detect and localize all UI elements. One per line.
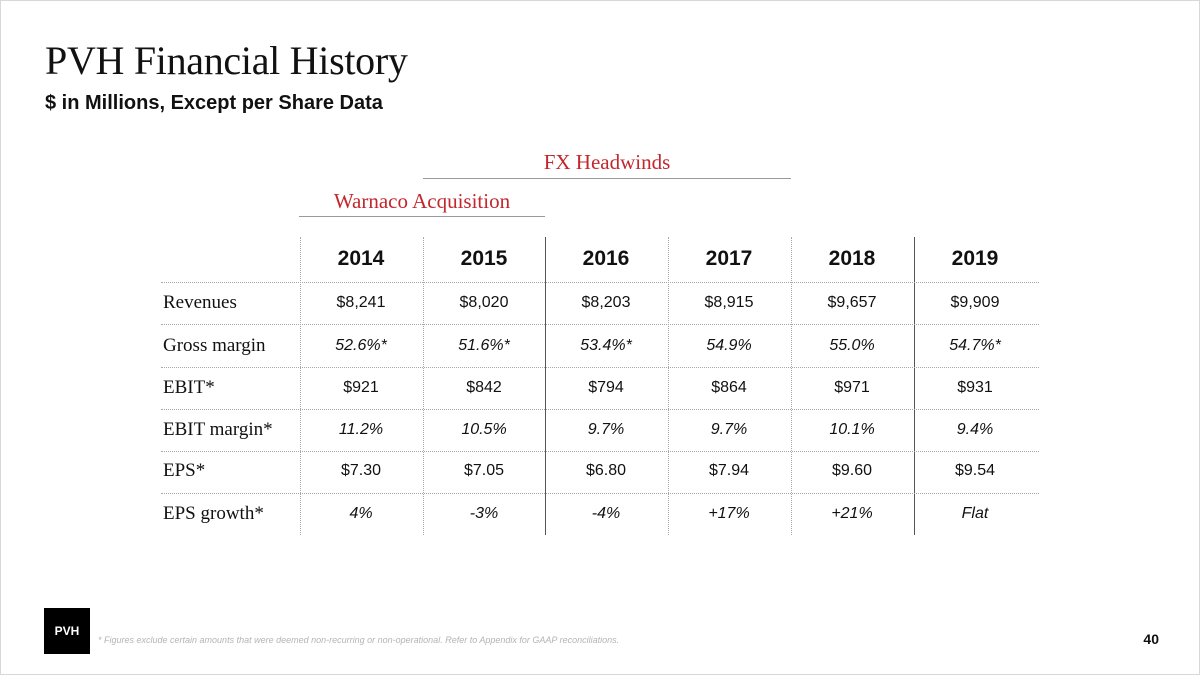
row-separator: [161, 493, 1039, 494]
table-cell: 10.1%: [829, 421, 875, 438]
table-cell: 55.0%: [829, 337, 875, 354]
table-cell: $9.60: [831, 462, 873, 479]
table-cell: $9.54: [954, 462, 996, 479]
row-label: EPS*: [163, 460, 206, 481]
year-header: 2017: [705, 247, 753, 270]
fx-headwinds-underline: [423, 178, 791, 179]
table-cell: 51.6%*: [458, 337, 510, 354]
row-label: Revenues: [163, 292, 237, 313]
table-cell: $8,020: [459, 294, 509, 311]
table-cell: $931: [957, 379, 993, 396]
table-cell: 54.9%: [706, 337, 752, 354]
row-label: EBIT*: [163, 377, 215, 398]
column-separator: [914, 237, 915, 535]
table-cell: $921: [343, 379, 379, 396]
warnaco-acquisition-label: Warnaco Acquisition: [333, 189, 511, 213]
year-header: 2014: [337, 247, 385, 270]
column-separator: [300, 237, 301, 535]
table-cell: Flat: [961, 505, 989, 522]
warnaco-acquisition-underline: [299, 216, 545, 217]
row-label: EBIT margin*: [163, 419, 273, 440]
pvh-logo: PVH: [44, 608, 90, 654]
table-cell: +17%: [708, 505, 750, 522]
table-cell: $794: [588, 379, 624, 396]
table-cell: -3%: [469, 505, 499, 522]
slide-title: PVH Financial History: [45, 38, 408, 83]
column-separator: [668, 237, 669, 535]
fx-headwinds-label: FX Headwinds: [543, 150, 671, 174]
table-cell: 11.2%: [338, 421, 384, 438]
table-cell: $8,915: [704, 294, 754, 311]
table-cell: 9.7%: [710, 421, 748, 438]
column-separator: [545, 237, 546, 535]
table-cell: 9.4%: [956, 421, 994, 438]
row-label: Gross margin: [163, 335, 266, 356]
table-cell: 54.7%*: [949, 337, 1001, 354]
table-cell: 4%: [349, 505, 373, 522]
page-number: 40: [1143, 631, 1159, 647]
row-separator: [161, 451, 1039, 452]
table-cell: $864: [711, 379, 747, 396]
table-cell: +21%: [831, 505, 873, 522]
table-cell: 9.7%: [587, 421, 625, 438]
table-cell: 52.6%*: [335, 337, 387, 354]
table-cell: 53.4%*: [580, 337, 632, 354]
table-cell: $9,657: [827, 294, 877, 311]
slide-subtitle: $ in Millions, Except per Share Data: [45, 92, 383, 114]
row-separator: [161, 367, 1039, 368]
row-separator: [161, 409, 1039, 410]
table-cell: -4%: [591, 505, 621, 522]
table-cell: 10.5%: [461, 421, 507, 438]
table-cell: $8,203: [581, 294, 631, 311]
year-header: 2019: [951, 247, 999, 270]
table-cell: $8,241: [336, 294, 386, 311]
row-separator: [161, 282, 1039, 283]
table-cell: $7.30: [340, 462, 382, 479]
table-cell: $7.05: [463, 462, 505, 479]
column-separator: [791, 237, 792, 535]
footnote: * Figures exclude certain amounts that w…: [98, 635, 620, 645]
column-separator: [423, 237, 424, 535]
row-label: EPS growth*: [163, 503, 264, 524]
table-cell: $6.80: [585, 462, 627, 479]
year-header: 2018: [828, 247, 876, 270]
table-cell: $7.94: [708, 462, 750, 479]
row-separator: [161, 324, 1039, 325]
table-cell: $9,909: [950, 294, 1000, 311]
table-cell: $842: [466, 379, 502, 396]
table-cell: $971: [834, 379, 870, 396]
year-header: 2015: [460, 247, 508, 270]
year-header: 2016: [582, 247, 630, 270]
